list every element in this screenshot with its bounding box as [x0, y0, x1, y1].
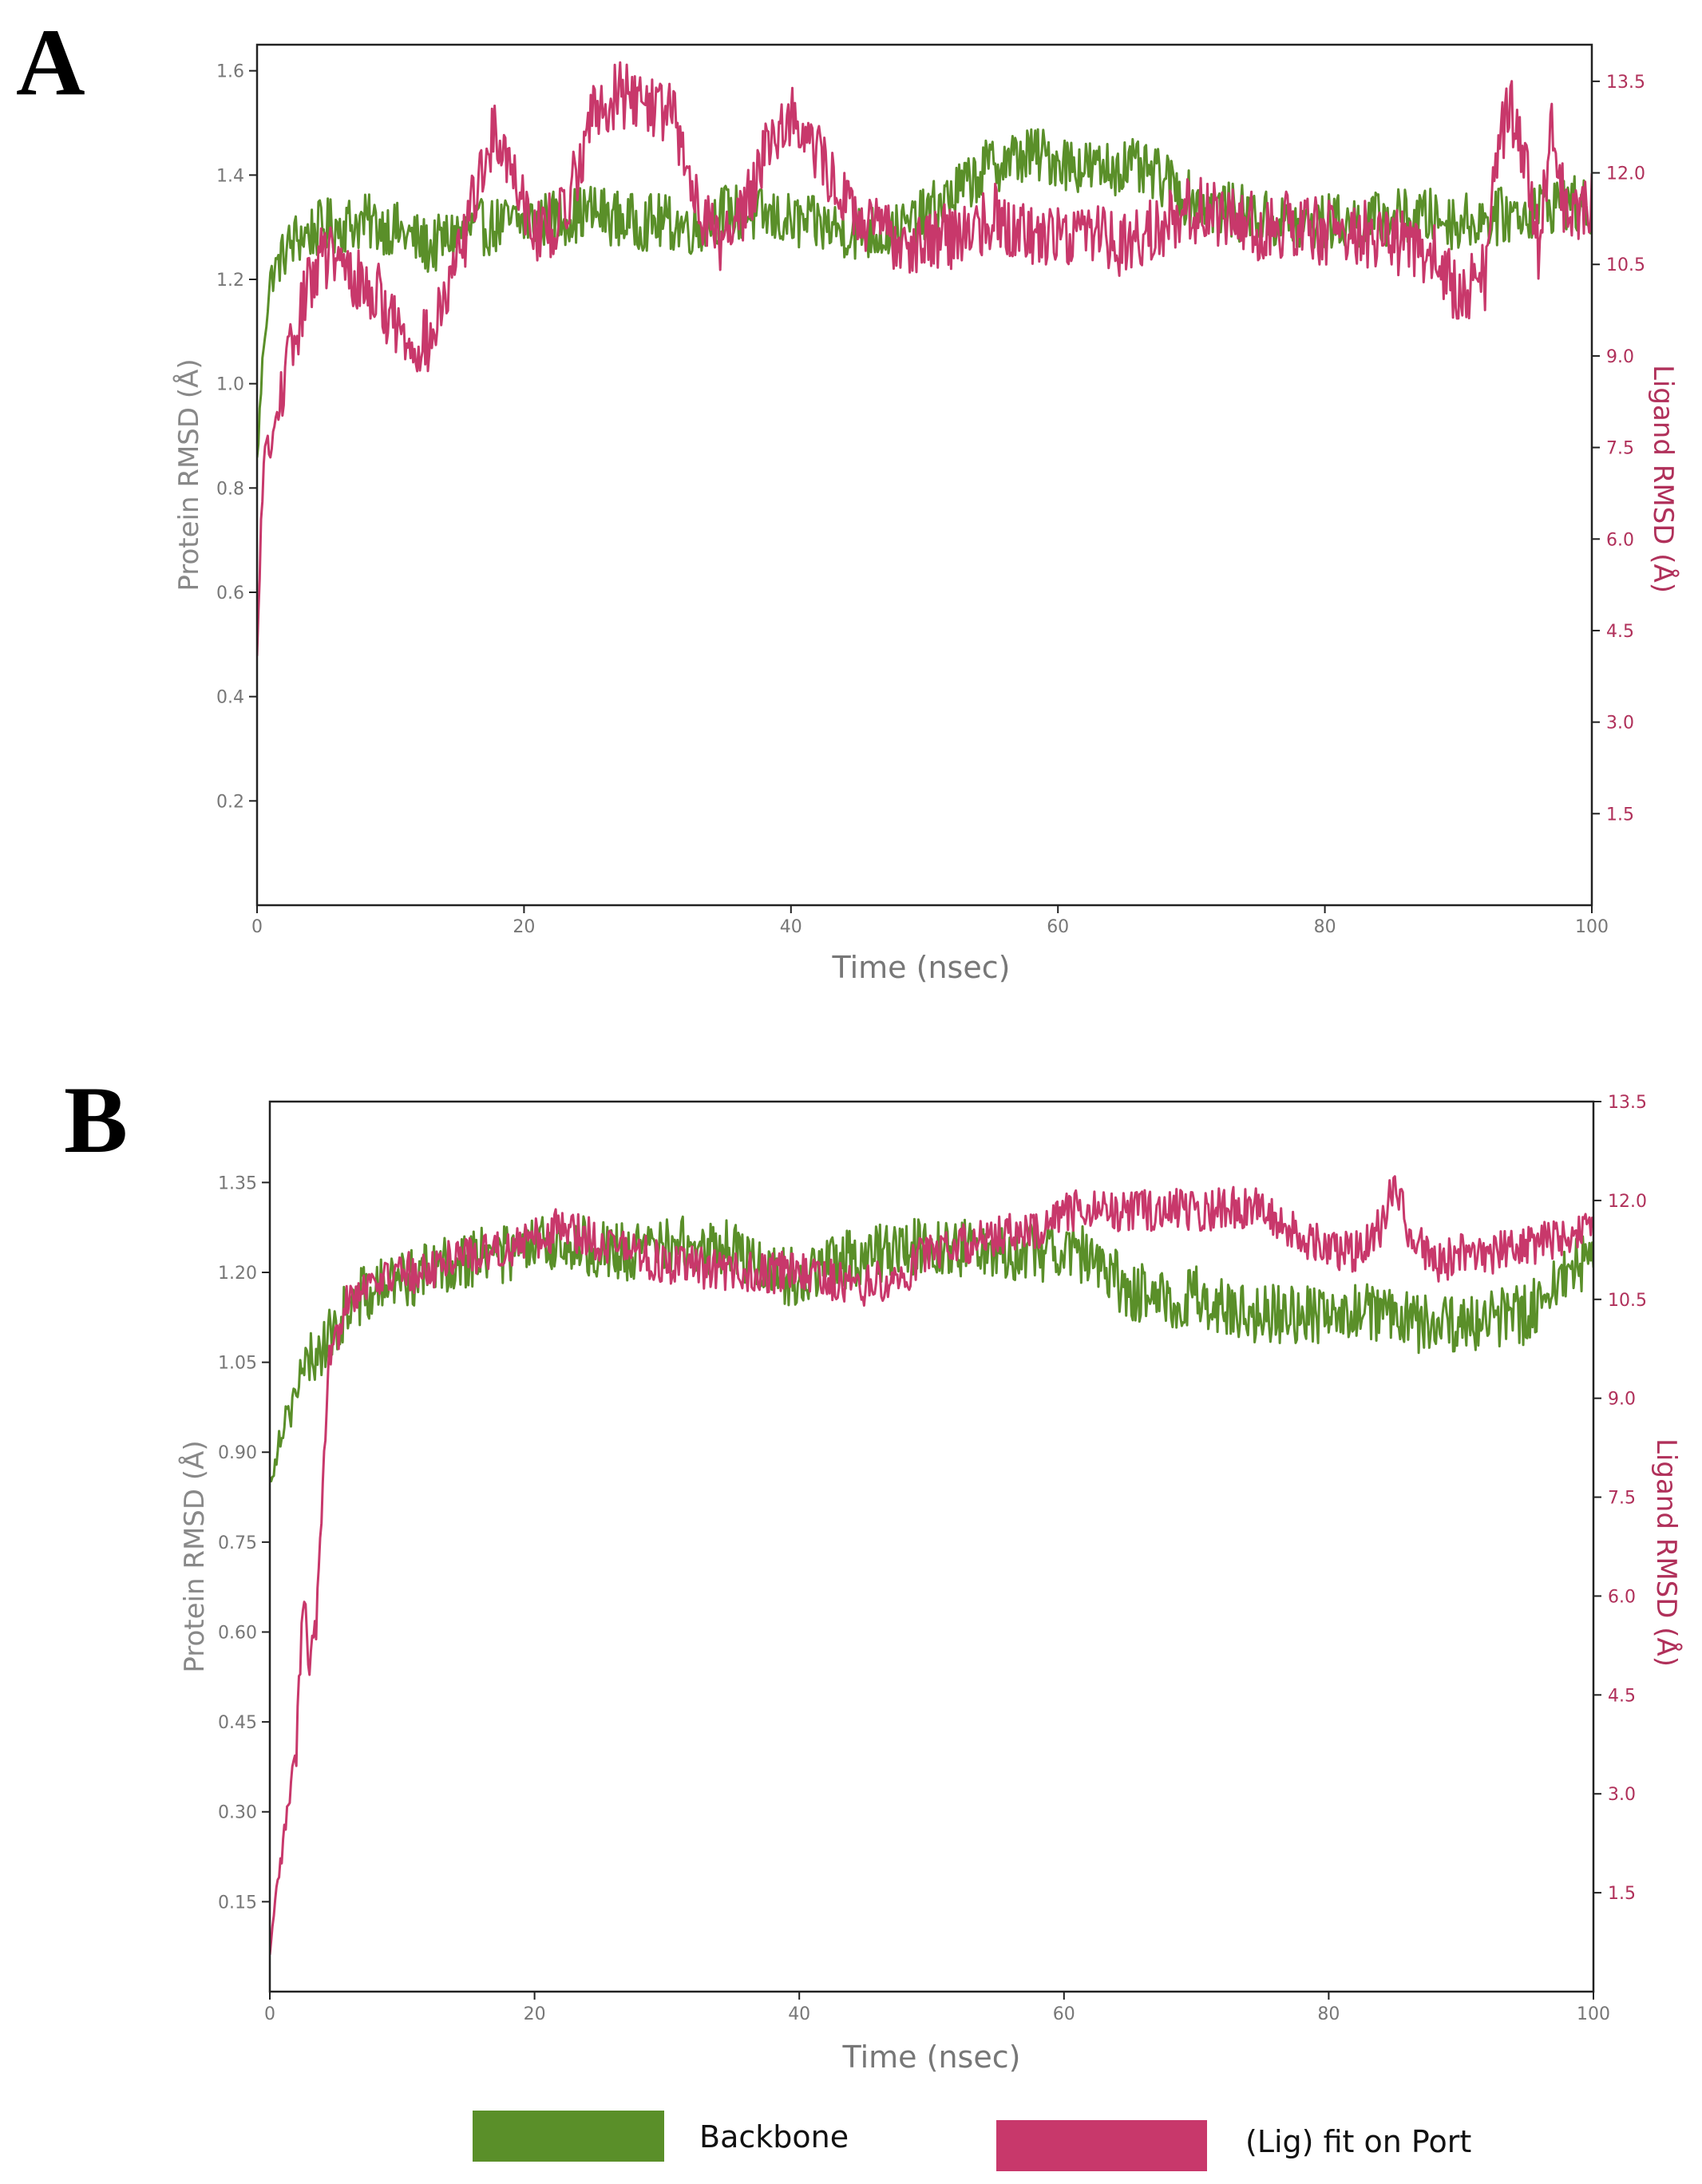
y-tick-label-right: 10.5 [1608, 1291, 1647, 1311]
x-tick-label: 20 [513, 917, 535, 937]
y-tick-label-right: 7.5 [1608, 1489, 1636, 1509]
plot-frame [268, 1100, 1595, 1993]
legend-label-ligand: (Lig) fit on Port [1245, 2124, 1471, 2159]
series-line-ligand [257, 61, 1592, 656]
y-tick-label-right: 9.0 [1606, 347, 1634, 367]
series-line-backbone [257, 128, 1592, 458]
legend-swatch-ligand [996, 2120, 1207, 2171]
y-tick-label-left: 0.6 [216, 584, 244, 603]
y-tick-label-left: 0.2 [216, 792, 244, 812]
x-axis-label-b: Time (nsec) [842, 2040, 1021, 2075]
x-tick-label: 0 [251, 917, 263, 937]
y-axis-label-left-b: Protein RMSD (Å) [178, 1440, 211, 1672]
y-tick-label-left: 0.60 [218, 1623, 257, 1643]
panel-letter-a: A [16, 9, 85, 115]
y-tick-label-left: 1.4 [216, 166, 244, 186]
y-tick-label-right: 12.0 [1606, 164, 1645, 184]
y-tick-label-left: 0.90 [218, 1443, 257, 1463]
y-tick-label-right: 4.5 [1608, 1686, 1636, 1706]
y-axis-label-right-b: Ligand RMSD (Å) [1650, 1438, 1683, 1667]
y-tick-label-left: 0.15 [218, 1893, 257, 1913]
y-tick-label-left: 1.0 [216, 375, 244, 395]
y-tick-label-left: 1.20 [218, 1264, 257, 1284]
x-tick-label: 40 [788, 2004, 810, 2024]
series-line-ligand [270, 1175, 1593, 1956]
y-axis-label-right-a: Ligand RMSD (Å) [1647, 365, 1680, 593]
y-tick-label-left: 1.35 [218, 1173, 257, 1193]
x-tick-label: 100 [1575, 917, 1609, 937]
y-tick-label-right: 4.5 [1606, 622, 1634, 642]
y-tick-label-left: 0.75 [218, 1533, 257, 1553]
x-tick-label: 0 [264, 2004, 275, 2024]
y-tick-label-left: 1.6 [216, 62, 244, 82]
legend: Backbone (Lig) fit on Port [473, 2111, 1471, 2171]
panel-letter-b: B [64, 1066, 128, 1173]
y-tick-label-right: 10.5 [1606, 255, 1645, 275]
chart-panel-b: B Time (nsec) Protein RMSD (Å) Ligand RM… [64, 1066, 1683, 2075]
y-tick-label-left: 0.4 [216, 688, 244, 708]
x-tick-label: 80 [1314, 917, 1336, 937]
legend-label-backbone: Backbone [699, 2119, 849, 2154]
y-tick-label-right: 3.0 [1608, 1785, 1636, 1805]
y-tick-label-left: 0.8 [216, 479, 244, 499]
x-tick-label: 80 [1317, 2004, 1340, 2024]
x-tick-label: 100 [1577, 2004, 1610, 2024]
y-tick-label-right: 6.0 [1606, 530, 1634, 550]
legend-swatch-backbone [473, 2111, 664, 2162]
x-tick-label: 60 [1053, 2004, 1075, 2024]
y-tick-label-right: 7.5 [1606, 439, 1634, 459]
y-axis-label-left-a: Protein RMSD (Å) [172, 358, 205, 591]
y-tick-label-right: 12.0 [1608, 1192, 1647, 1212]
y-tick-label-right: 13.5 [1608, 1093, 1647, 1113]
x-tick-label: 20 [524, 2004, 546, 2024]
y-tick-label-right: 9.0 [1608, 1390, 1636, 1410]
y-tick-label-left: 0.45 [218, 1713, 257, 1733]
plot-frame [255, 43, 1593, 907]
chart-panel-a: A Time (nsec) Protein RMSD (Å) Ligand RM… [16, 9, 1680, 985]
y-tick-label-left: 1.2 [216, 271, 244, 291]
x-tick-label: 40 [780, 917, 802, 937]
y-tick-label-right: 1.5 [1606, 805, 1634, 825]
x-axis-label-a: Time (nsec) [832, 950, 1011, 985]
y-tick-label-right: 13.5 [1606, 73, 1645, 93]
x-tick-label: 60 [1047, 917, 1069, 937]
y-tick-label-right: 6.0 [1608, 1587, 1636, 1607]
y-tick-label-right: 1.5 [1608, 1884, 1636, 1904]
y-tick-label-left: 1.05 [218, 1354, 257, 1374]
y-tick-label-left: 0.30 [218, 1803, 257, 1823]
y-tick-label-right: 3.0 [1606, 714, 1634, 734]
